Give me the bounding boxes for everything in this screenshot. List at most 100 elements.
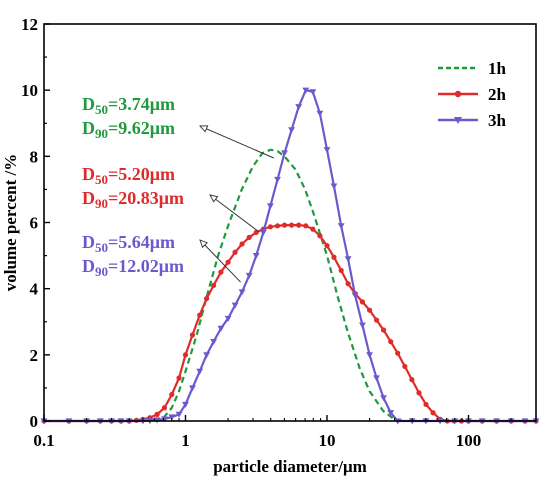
data-point — [373, 317, 380, 323]
data-point — [182, 352, 189, 358]
arrow-head — [209, 194, 219, 203]
data-point — [267, 224, 273, 230]
data-point — [169, 391, 175, 398]
arrow-head — [199, 239, 208, 249]
data-point — [359, 299, 366, 305]
data-point — [366, 307, 373, 313]
data-point — [274, 176, 281, 183]
data-point — [266, 203, 274, 210]
legend-item-3h: 3h — [438, 111, 507, 130]
data-point — [330, 183, 338, 190]
x-tick-label: 10 — [318, 431, 335, 450]
data-point — [211, 282, 217, 288]
arrow-head — [199, 125, 209, 133]
data-point — [189, 332, 196, 338]
series-layer — [40, 87, 540, 425]
y-axis-title: volume percent /% — [1, 154, 20, 292]
data-point — [351, 292, 359, 299]
y-tick-label: 2 — [30, 346, 39, 365]
annotation-arrow — [209, 194, 260, 233]
data-point — [359, 322, 366, 329]
legend-item-1h: 1h — [438, 59, 507, 78]
data-point — [197, 312, 203, 318]
series-2h — [41, 222, 539, 424]
data-point — [338, 267, 344, 274]
data-point — [324, 243, 330, 249]
data-point — [196, 368, 204, 375]
data-point — [259, 229, 267, 236]
data-point — [302, 87, 310, 94]
legend-label: 3h — [488, 111, 507, 130]
y-tick-label: 0 — [30, 412, 39, 431]
legend-label: 1h — [488, 59, 507, 78]
y-tick-label: 6 — [30, 214, 39, 233]
data-point — [281, 150, 288, 157]
data-point — [416, 390, 422, 396]
data-point — [337, 223, 345, 230]
d50-label: D50=5.64μm — [82, 232, 175, 255]
data-point — [303, 223, 309, 229]
annotation-arrow — [199, 239, 241, 283]
x-tick-label: 0.1 — [33, 431, 54, 450]
data-point — [402, 363, 408, 370]
series-1h — [153, 148, 405, 423]
y-tick-label: 8 — [30, 147, 39, 166]
data-point — [387, 410, 395, 417]
data-point — [217, 325, 225, 332]
data-point — [161, 416, 168, 423]
x-tick-label: 100 — [456, 431, 482, 450]
legend-marker — [454, 117, 462, 124]
data-point — [239, 241, 245, 247]
data-point — [331, 254, 337, 260]
data-point — [175, 411, 183, 418]
data-point — [176, 375, 182, 381]
y-tick-label: 12 — [21, 15, 38, 34]
x-tick-label: 1 — [181, 431, 190, 450]
data-point — [168, 414, 176, 421]
data-point — [423, 401, 429, 408]
data-point — [154, 411, 160, 417]
data-point — [409, 377, 415, 383]
data-point — [182, 401, 189, 408]
legend-label: 2h — [488, 85, 507, 104]
data-point — [274, 223, 281, 229]
legend: 1h 2h 3h — [438, 59, 507, 130]
y-tick-label: 4 — [30, 280, 39, 299]
data-point — [288, 127, 295, 134]
series-line — [44, 224, 536, 423]
data-point — [373, 375, 380, 382]
data-point — [380, 395, 387, 402]
data-point — [344, 256, 352, 263]
y-tick-label: 10 — [21, 81, 38, 100]
data-point — [161, 405, 168, 411]
data-point — [231, 302, 239, 309]
data-point — [430, 410, 436, 416]
data-point — [225, 259, 231, 265]
d90-label: D90=12.02μm — [82, 256, 184, 279]
x-axis-title: particle diameter/μm — [213, 457, 367, 476]
data-point — [380, 327, 387, 333]
data-point — [203, 352, 211, 359]
data-point — [310, 226, 316, 232]
data-point — [317, 233, 323, 239]
d50-label: D50=3.74μm — [82, 94, 175, 117]
data-point — [189, 385, 196, 392]
data-point — [288, 222, 295, 228]
annotation-arrow — [199, 125, 274, 159]
data-point — [210, 339, 218, 345]
legend-item-2h: 2h — [438, 85, 507, 104]
data-point — [345, 281, 351, 287]
data-point — [218, 269, 224, 275]
series-line — [153, 148, 405, 423]
data-point — [395, 350, 401, 356]
data-point — [246, 234, 252, 240]
data-point — [245, 272, 253, 279]
plot-frame — [43, 23, 537, 422]
data-point — [232, 249, 238, 255]
legend-marker — [454, 90, 462, 98]
data-point — [296, 222, 302, 228]
data-point — [238, 289, 246, 296]
